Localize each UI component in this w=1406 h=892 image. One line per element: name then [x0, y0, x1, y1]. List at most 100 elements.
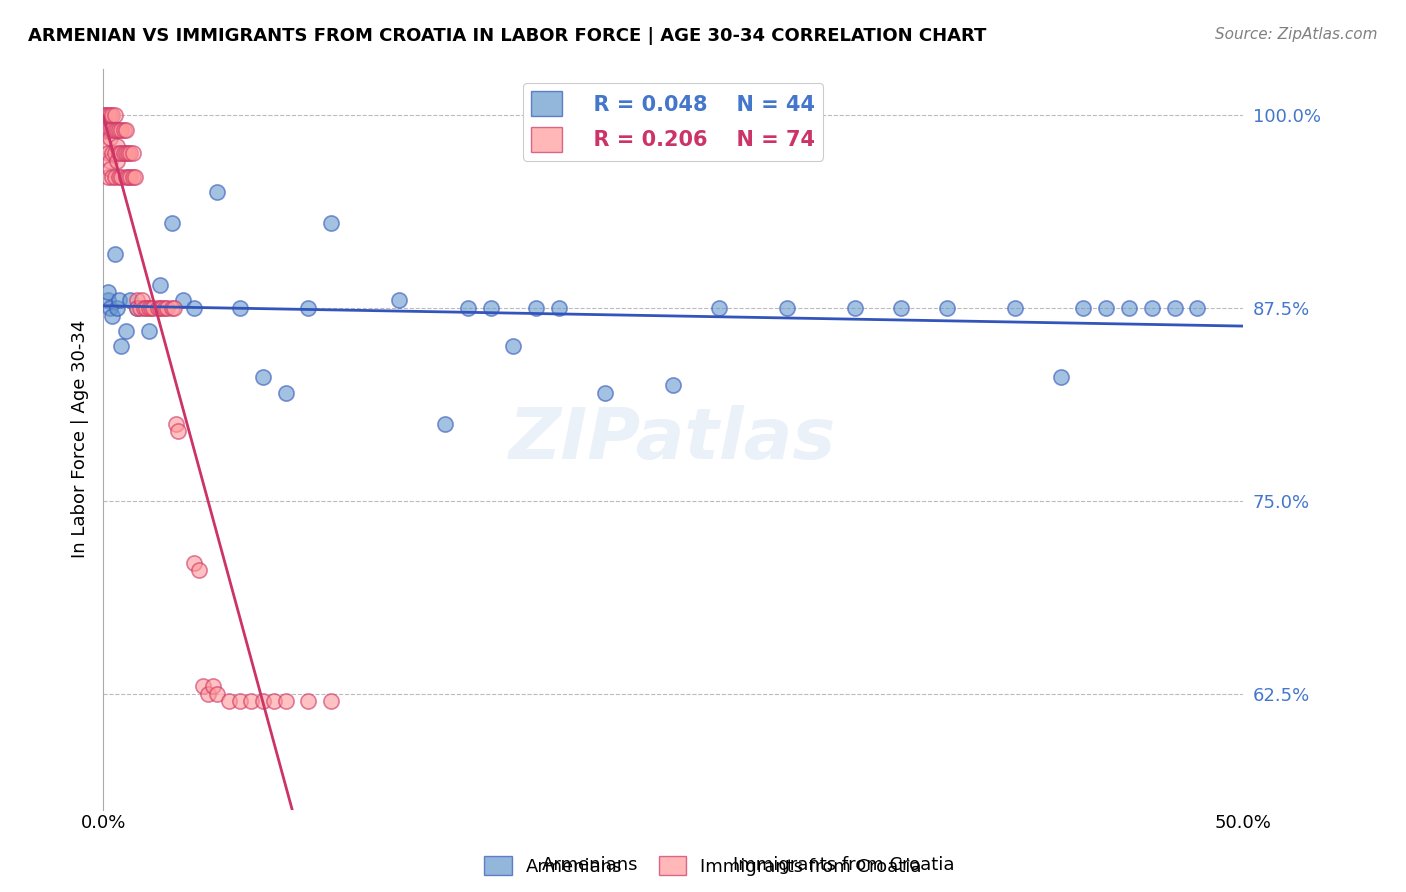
Point — [103, 108, 125, 122]
Point — [103, 247, 125, 261]
Point — [139, 301, 162, 315]
Point — [502, 339, 524, 353]
Point — [218, 694, 240, 708]
Point — [183, 556, 205, 570]
Point — [108, 293, 131, 307]
Point — [134, 301, 156, 315]
Point — [193, 679, 215, 693]
Point — [108, 123, 131, 137]
Point — [205, 687, 228, 701]
Point — [110, 339, 132, 353]
Point — [160, 301, 183, 315]
Point — [1140, 301, 1163, 315]
Point — [149, 301, 172, 315]
Point — [103, 146, 125, 161]
Point — [97, 123, 120, 137]
Point — [105, 123, 128, 137]
Point — [252, 370, 274, 384]
Point — [252, 694, 274, 708]
Legend:   R = 0.048    N = 44,   R = 0.206    N = 74: R = 0.048 N = 44, R = 0.206 N = 74 — [523, 83, 824, 161]
Point — [121, 169, 143, 184]
Point — [229, 301, 252, 315]
Point — [183, 301, 205, 315]
Text: ZIPatlas: ZIPatlas — [509, 405, 837, 474]
Point — [153, 301, 176, 315]
Point — [110, 146, 132, 161]
Point — [105, 138, 128, 153]
Point — [1187, 301, 1209, 315]
Point — [662, 378, 685, 392]
Point — [138, 324, 160, 338]
Point — [201, 679, 224, 693]
Point — [240, 694, 263, 708]
Point — [172, 293, 194, 307]
Point — [1118, 301, 1140, 315]
Point — [707, 301, 730, 315]
Point — [163, 301, 186, 315]
Point — [108, 169, 131, 184]
Point — [101, 146, 124, 161]
Point — [548, 301, 571, 315]
Point — [98, 301, 121, 315]
Point — [165, 417, 187, 431]
Point — [319, 216, 342, 230]
Point — [120, 146, 142, 161]
Point — [97, 169, 120, 184]
Point — [152, 301, 174, 315]
Point — [117, 169, 139, 184]
Text: Immigrants from Croatia: Immigrants from Croatia — [733, 856, 955, 874]
Text: ARMENIAN VS IMMIGRANTS FROM CROATIA IN LABOR FORCE | AGE 30-34 CORRELATION CHART: ARMENIAN VS IMMIGRANTS FROM CROATIA IN L… — [28, 27, 987, 45]
Point — [274, 385, 297, 400]
Point — [149, 277, 172, 292]
Point — [101, 169, 124, 184]
Point — [146, 301, 169, 315]
Text: Armenians: Armenians — [543, 856, 638, 874]
Point — [160, 216, 183, 230]
Point — [434, 417, 457, 431]
Point — [127, 293, 149, 307]
Point — [127, 301, 149, 315]
Point — [112, 146, 135, 161]
Point — [388, 293, 411, 307]
Point — [274, 694, 297, 708]
Point — [93, 108, 115, 122]
Point — [890, 301, 912, 315]
Point — [98, 131, 121, 145]
Point — [98, 154, 121, 169]
Point — [105, 301, 128, 315]
Point — [135, 301, 157, 315]
Point — [105, 154, 128, 169]
Point — [319, 694, 342, 708]
Point — [98, 108, 121, 122]
Point — [101, 123, 124, 137]
Point — [108, 146, 131, 161]
Point — [98, 123, 121, 137]
Point — [131, 293, 153, 307]
Point — [115, 123, 138, 137]
Point — [1004, 301, 1026, 315]
Point — [1049, 370, 1071, 384]
Point — [457, 301, 479, 315]
Point — [98, 161, 121, 176]
Point — [115, 169, 138, 184]
Text: Source: ZipAtlas.com: Source: ZipAtlas.com — [1215, 27, 1378, 42]
Point — [1073, 301, 1095, 315]
Point — [101, 108, 124, 122]
Point — [97, 285, 120, 300]
Point — [593, 385, 616, 400]
Point — [1163, 301, 1185, 315]
Point — [776, 301, 799, 315]
Point — [844, 301, 866, 315]
Point — [297, 301, 319, 315]
Point — [97, 146, 120, 161]
Point — [142, 301, 165, 315]
Point — [138, 301, 160, 315]
Point — [124, 169, 146, 184]
Legend: Armenians, Immigrants from Croatia: Armenians, Immigrants from Croatia — [477, 849, 929, 883]
Point — [103, 169, 125, 184]
Point — [297, 694, 319, 708]
Point — [120, 293, 142, 307]
Point — [127, 301, 149, 315]
Point — [94, 123, 117, 137]
Point — [94, 138, 117, 153]
